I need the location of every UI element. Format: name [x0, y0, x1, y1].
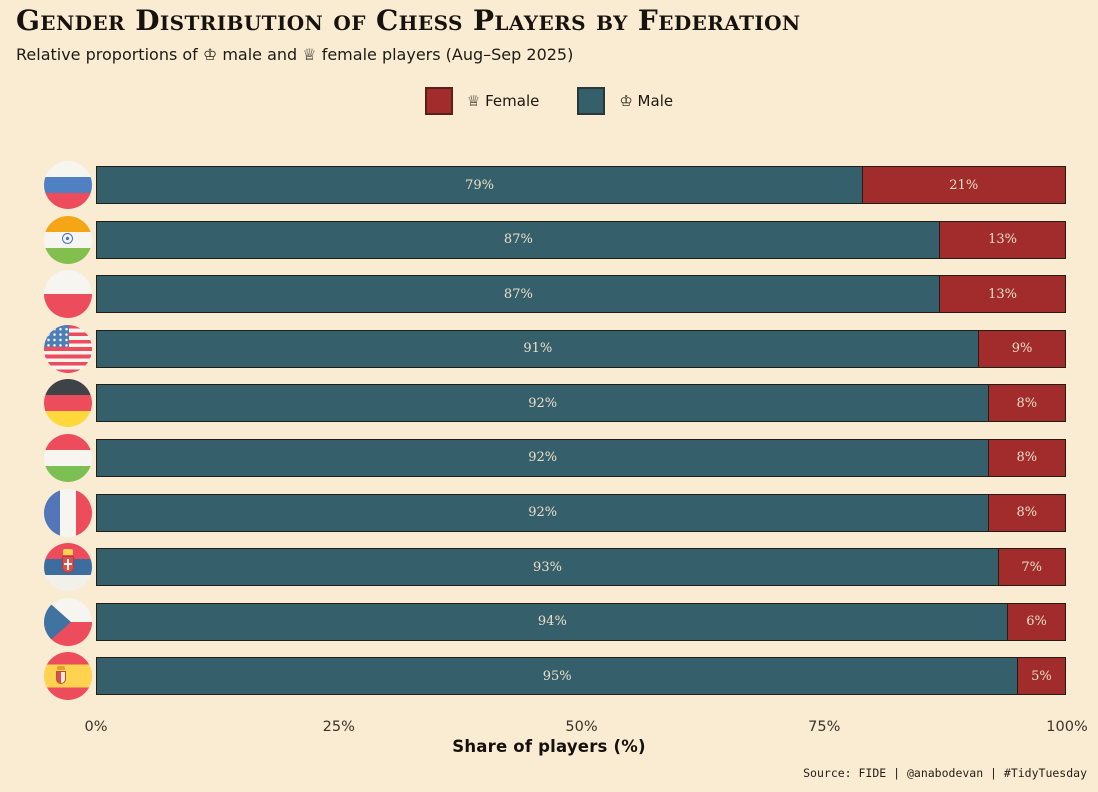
federation-row-france: 92% 8% — [0, 488, 1067, 537]
federation-row-spain: 95% 5% — [0, 652, 1067, 701]
male-value-label: 87% — [503, 232, 533, 248]
legend-female-label: ♕ Female — [466, 92, 540, 110]
male-value-label: 92% — [528, 505, 558, 521]
federation-row-czech-republic: 94% 6% — [0, 597, 1067, 646]
federation-row-india: 87% 13% — [0, 215, 1067, 264]
female-segment: 7% — [997, 548, 1066, 587]
bar-rows: 79% 21% 87% 13% 87% 13% 91% 9% — [0, 161, 1067, 701]
male-segment: 87% — [96, 275, 941, 314]
stacked-bar: 91% 9% — [96, 329, 1067, 368]
male-value-label: 91% — [523, 341, 553, 357]
female-value-label: 7% — [1021, 559, 1043, 575]
x-axis-title: Share of players (%) — [452, 737, 646, 756]
x-tick-100: 100% — [1046, 719, 1088, 735]
page-title: Gender Distribution of Chess Players by … — [16, 4, 801, 37]
male-segment: 95% — [96, 657, 1019, 696]
male-value-label: 95% — [542, 668, 572, 684]
federation-row-hungary: 92% 8% — [0, 433, 1067, 482]
female-value-label: 13% — [988, 232, 1018, 248]
female-segment: 8% — [988, 384, 1066, 423]
x-axis: 0% 25% 50% 75% 100% — [84, 719, 1087, 739]
legend-item-male: ♔ Male — [577, 87, 673, 115]
federation-row-russia: 79% 21% — [0, 161, 1067, 209]
female-segment: 8% — [988, 493, 1066, 532]
male-value-label: 93% — [533, 559, 562, 575]
serbia-flag-icon — [44, 543, 92, 592]
male-segment: 79% — [96, 166, 864, 204]
female-segment: 21% — [861, 166, 1066, 204]
spain-shield-icon — [56, 671, 66, 685]
male-segment: 94% — [96, 602, 1009, 641]
female-segment: 13% — [939, 275, 1066, 314]
stacked-bar: 87% 13% — [96, 275, 1067, 314]
female-segment: 6% — [1007, 602, 1066, 641]
france-flag-icon — [44, 488, 92, 537]
x-tick-75: 75% — [808, 719, 841, 735]
spain-crown-icon — [57, 666, 65, 671]
female-value-label: 9% — [1011, 341, 1033, 357]
male-segment: 91% — [96, 329, 980, 368]
federation-row-germany: 92% 8% — [0, 379, 1067, 428]
female-value-label: 8% — [1016, 505, 1038, 521]
hungary-flag-icon — [44, 433, 92, 482]
stacked-bar: 79% 21% — [96, 166, 1067, 204]
x-tick-50: 50% — [565, 719, 598, 735]
spain-flag-icon — [44, 652, 92, 701]
germany-flag-icon — [44, 379, 92, 428]
legend-male-label: ♔ Male — [619, 92, 674, 110]
male-segment: 87% — [96, 220, 941, 259]
female-value-label: 5% — [1031, 668, 1052, 684]
legend-item-female: ♕ Female — [424, 87, 540, 115]
federation-row-poland: 87% 13% — [0, 270, 1067, 319]
stacked-bar: 92% 8% — [96, 493, 1067, 532]
chart-subtitle: Relative proportions of ♔ male and ♕ fem… — [16, 45, 574, 64]
female-segment: 8% — [988, 438, 1066, 477]
stacked-bar: 92% 8% — [96, 384, 1067, 423]
male-value-label: 92% — [528, 395, 558, 411]
poland-flag-icon — [44, 270, 92, 319]
female-value-label: 21% — [949, 177, 979, 193]
male-value-label: 79% — [465, 177, 494, 193]
stacked-bar: 87% 13% — [96, 220, 1067, 259]
usa-flag-icon — [44, 324, 92, 373]
female-value-label: 8% — [1016, 395, 1038, 411]
male-segment: 92% — [96, 384, 990, 423]
source-caption: Source: FIDE | @anabodevan | #TidyTuesda… — [803, 766, 1087, 780]
federation-row-united-states: 91% 9% — [0, 324, 1067, 373]
serbia-shield-icon — [62, 556, 74, 574]
male-segment: 92% — [96, 438, 990, 477]
male-segment: 93% — [96, 548, 1000, 587]
female-segment: 13% — [939, 220, 1066, 259]
stacked-bar: 95% 5% — [96, 657, 1067, 696]
serbia-crown-icon — [63, 549, 73, 556]
x-tick-0: 0% — [84, 719, 108, 735]
india-flag-icon — [44, 215, 92, 264]
female-swatch-icon — [424, 87, 453, 115]
female-value-label: 8% — [1016, 450, 1038, 466]
female-value-label: 6% — [1026, 614, 1047, 630]
stacked-bar: 94% 6% — [96, 602, 1067, 641]
male-swatch-icon — [577, 87, 606, 115]
stacked-bar: 93% 7% — [96, 548, 1067, 587]
male-segment: 92% — [96, 493, 990, 532]
male-value-label: 92% — [528, 450, 558, 466]
female-value-label: 13% — [988, 286, 1018, 302]
male-value-label: 94% — [537, 614, 567, 630]
federation-row-serbia: 93% 7% — [0, 543, 1067, 592]
male-value-label: 87% — [503, 286, 533, 302]
legend: ♕ Female ♔ Male — [0, 87, 1098, 115]
x-tick-25: 25% — [322, 719, 355, 735]
female-segment: 5% — [1017, 657, 1066, 696]
female-segment: 9% — [978, 329, 1066, 368]
czech-flag-icon — [44, 597, 92, 646]
stacked-bar: 92% 8% — [96, 438, 1067, 477]
russia-flag-icon — [44, 161, 92, 209]
